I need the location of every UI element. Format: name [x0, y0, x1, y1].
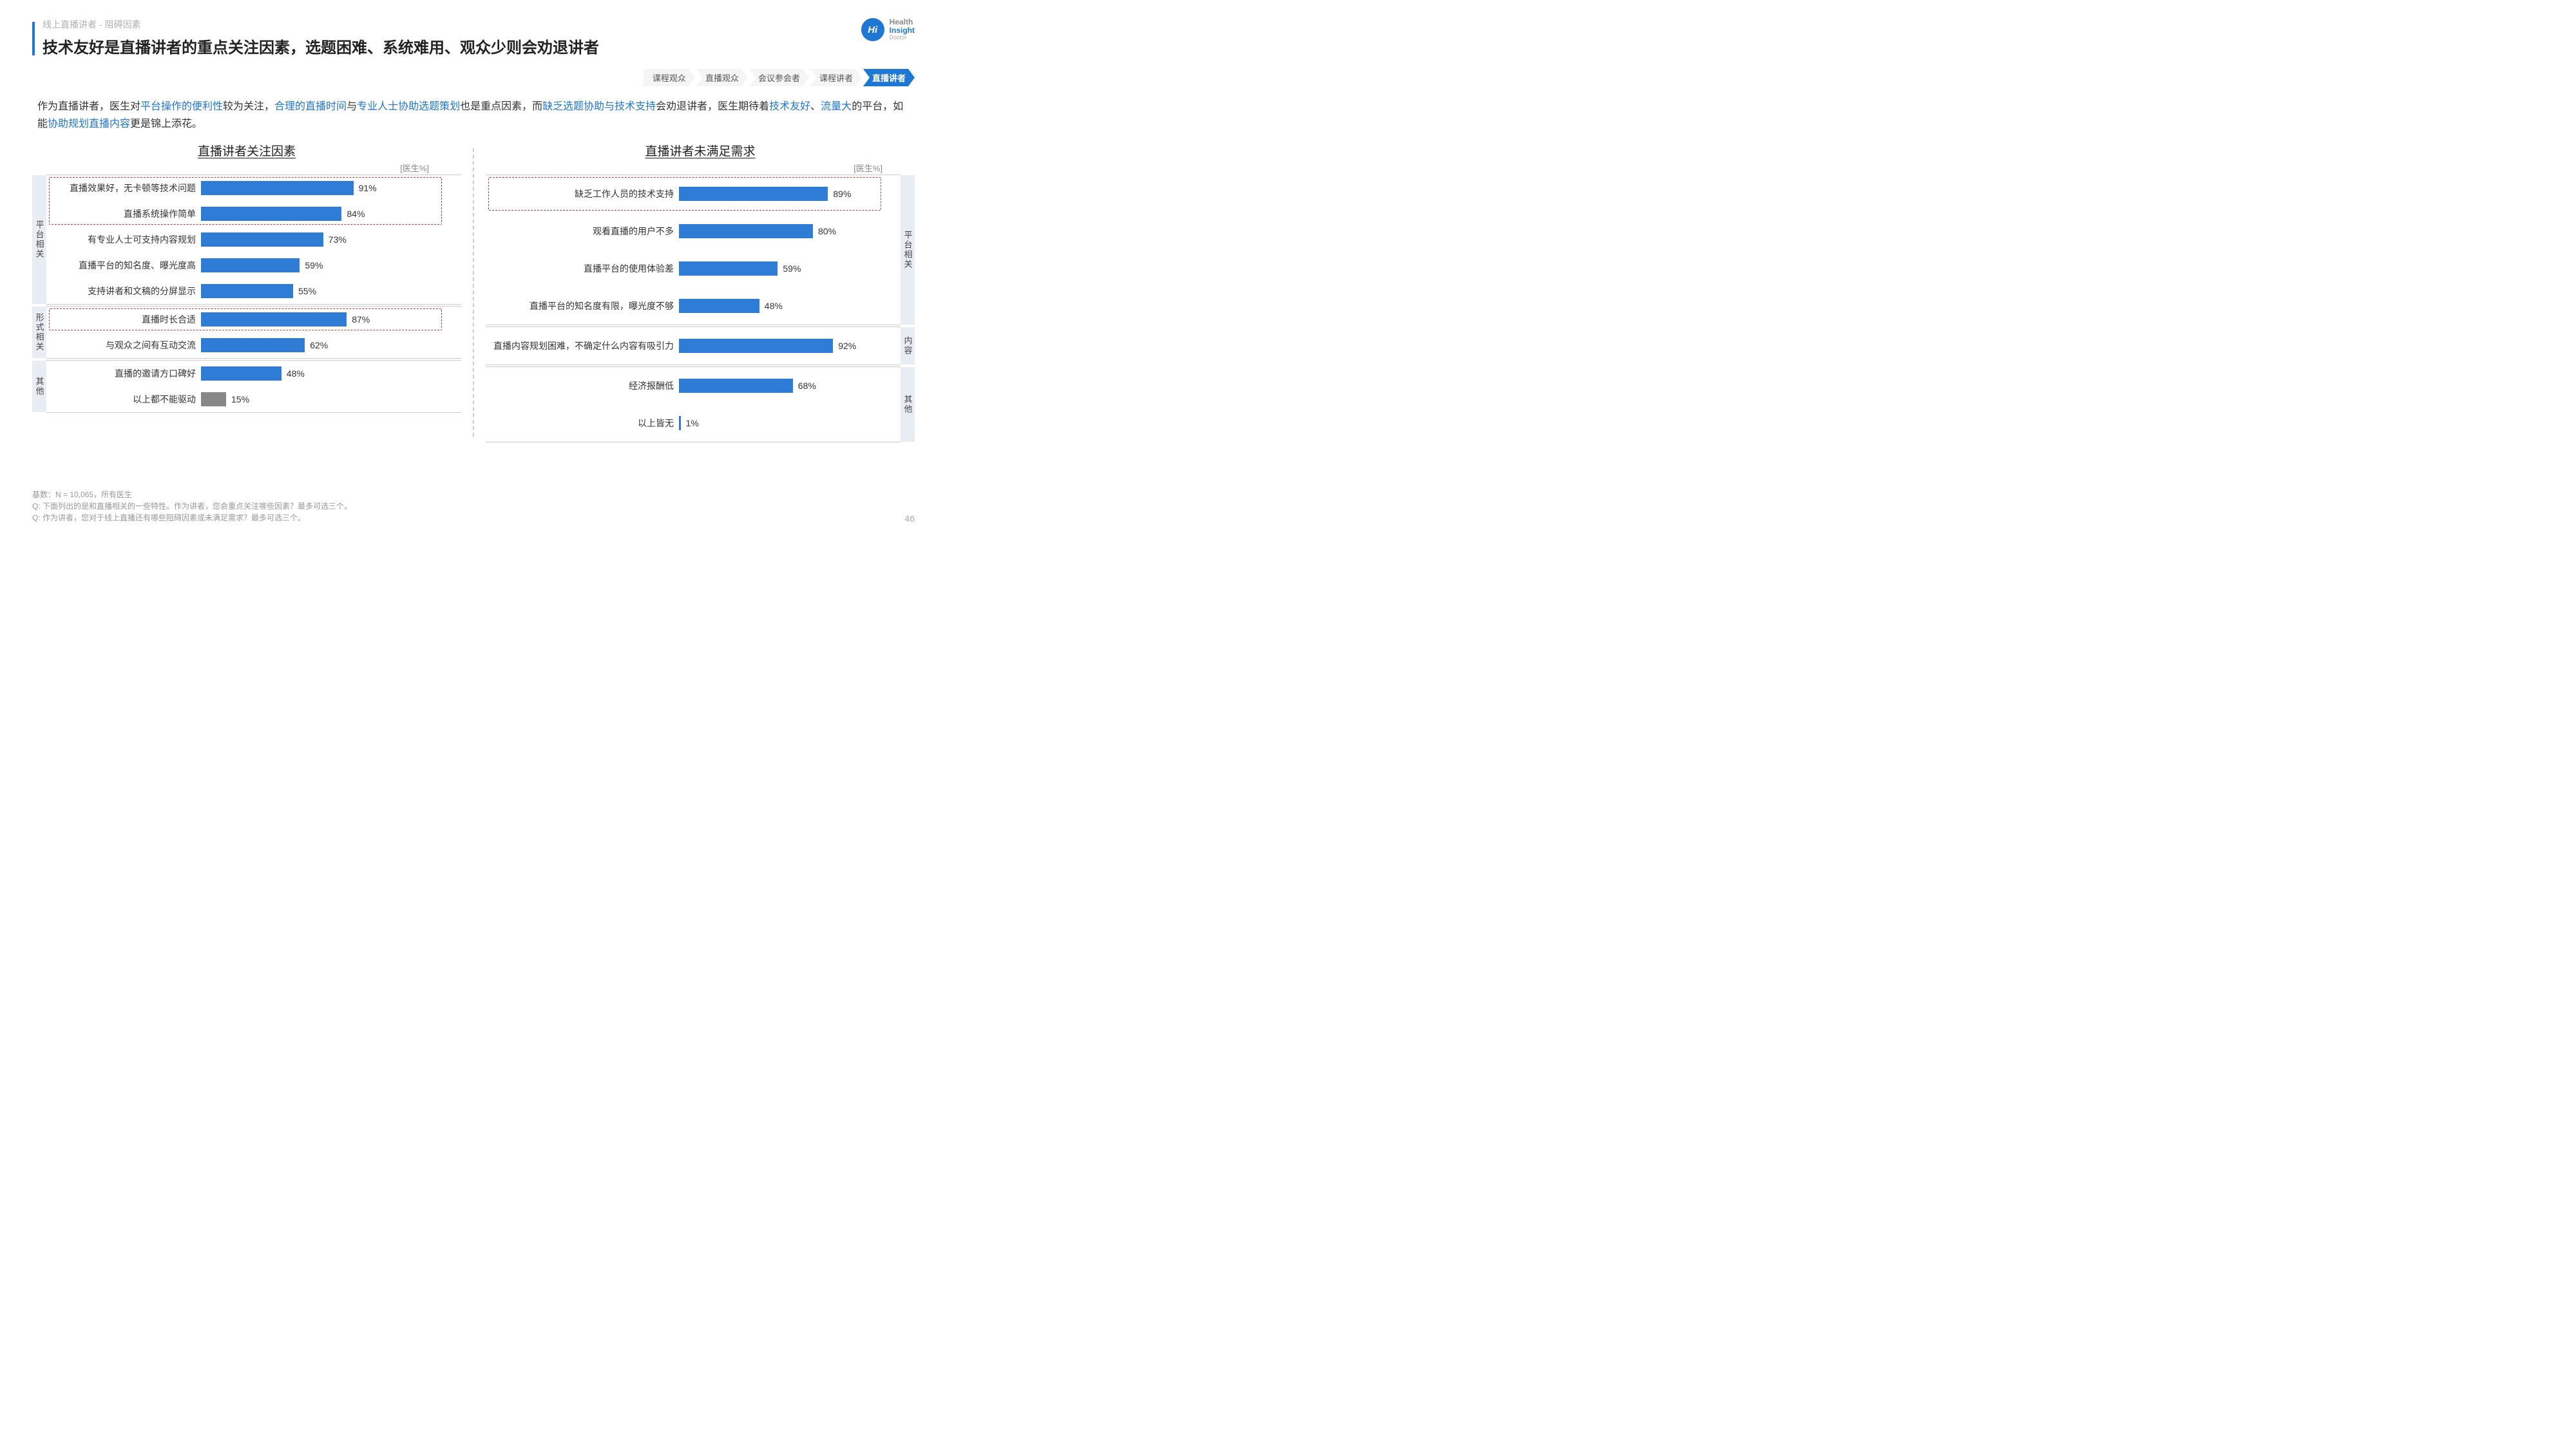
tab-nav: 课程观众直播观众会议参会者课程讲者直播讲者: [32, 69, 915, 86]
category-strip: 平台相关: [901, 175, 915, 325]
bar-value: 89%: [833, 189, 851, 199]
chart-row: 经济报酬低 68%: [486, 367, 901, 404]
footnote-q2: Q: 作为讲者，您对于线上直播还有哪些阻碍因素或未满足需求？最多可选三个。: [32, 512, 352, 524]
bar: [679, 339, 833, 353]
category-strip: 其他: [901, 367, 915, 442]
tab-直播讲者[interactable]: 直播讲者: [863, 69, 915, 86]
summary-paragraph: 作为直播讲者，医生对平台操作的便利性较为关注，合理的直播时间与专业人士协助选题策…: [32, 98, 915, 133]
row-label: 以上都不能驱动: [46, 393, 201, 406]
row-label: 以上皆无: [486, 417, 679, 430]
chart-row: 有专业人士可支持内容规划 73%: [46, 227, 461, 252]
row-label: 观看直播的用户不多: [486, 225, 679, 238]
bar: [679, 261, 778, 276]
bar: [201, 181, 354, 195]
category-strip: 形式相关: [32, 307, 46, 358]
bar-value: 62%: [310, 340, 328, 350]
bar: [201, 312, 347, 327]
bar: [679, 224, 813, 238]
bar-value: 1%: [686, 418, 699, 428]
chart-row: 直播平台的知名度、曝光度高 59%: [46, 252, 461, 278]
row-label: 与观众之间有互动交流: [46, 339, 201, 352]
chart-row: 直播时长合适 87%: [46, 307, 461, 332]
bar-value: 68%: [798, 381, 816, 391]
bar: [201, 207, 341, 221]
row-label: 支持讲者和文稿的分屏显示: [46, 285, 201, 298]
left-chart-title: 直播讲者关注因素: [32, 142, 461, 159]
row-label: 直播平台的知名度、曝光度高: [46, 259, 201, 272]
bar-value: 92%: [838, 341, 856, 351]
page-title: 技术友好是直播讲者的重点关注因素，选题困难、系统难用、观众少则会劝退讲者: [32, 35, 861, 57]
bar-value: 91%: [359, 183, 377, 193]
tab-课程观众[interactable]: 课程观众: [644, 69, 695, 86]
bar: [201, 232, 323, 247]
bar-value: 59%: [305, 260, 323, 270]
row-label: 直播平台的使用体验差: [486, 262, 679, 275]
bar-value: 73%: [329, 234, 347, 245]
chart-row: 直播平台的使用体验差 59%: [486, 250, 901, 287]
brand-logo: Hi Health Insight Doctor: [861, 18, 915, 41]
left-chart-unit: [医生%]: [32, 162, 461, 174]
bar-value: 84%: [347, 209, 365, 219]
category-strip: 平台相关: [32, 175, 46, 304]
chart-row: 缺乏工作人员的技术支持 89%: [486, 175, 901, 213]
row-label: 直播平台的知名度有限，曝光度不够: [486, 299, 679, 312]
section-subtitle: 线上直播讲者 - 阻碍因素: [32, 18, 861, 31]
chart-row: 直播内容规划困难，不确定什么内容有吸引力 92%: [486, 327, 901, 365]
row-label: 直播效果好，无卡顿等技术问题: [46, 182, 201, 194]
tab-课程讲者[interactable]: 课程讲者: [810, 69, 862, 86]
chart-row: 直播效果好，无卡顿等技术问题 91%: [46, 175, 461, 201]
page-number: 46: [904, 513, 915, 524]
chart-row: 直播平台的知名度有限，曝光度不够 48%: [486, 287, 901, 325]
logo-badge: Hi: [861, 18, 884, 41]
chart-row: 以上皆无 1%: [486, 404, 901, 442]
row-label: 经济报酬低: [486, 379, 679, 392]
row-label: 直播系统操作简单: [46, 207, 201, 220]
bar-value: 59%: [783, 263, 801, 274]
bar: [679, 187, 828, 201]
row-label: 直播时长合适: [46, 313, 201, 326]
chart-row: 与观众之间有互动交流 62%: [46, 332, 461, 358]
chart-row: 以上都不能驱动 15%: [46, 386, 461, 412]
bar: [679, 379, 793, 393]
tab-会议参会者[interactable]: 会议参会者: [749, 69, 809, 86]
bar: [201, 392, 226, 406]
bar: [679, 416, 681, 430]
bar-value: 87%: [352, 314, 370, 325]
right-chart: 直播讲者未满足需求 [医生%] 缺乏工作人员的技术支持 89% 观看直播的用户不多 8…: [486, 142, 915, 443]
right-chart-title: 直播讲者未满足需求: [486, 142, 915, 159]
footnote-base: 基数：N = 10,065，所有医生: [32, 489, 352, 500]
logo-line3: Doctor: [890, 35, 915, 41]
row-label: 缺乏工作人员的技术支持: [486, 187, 679, 200]
bar-value: 55%: [298, 286, 316, 296]
footnote-q1: Q: 下面列出的是和直播相关的一些特性。作为讲者，您会重点关注哪些因素？最多可选…: [32, 500, 352, 512]
bar-value: 48%: [765, 301, 783, 311]
chart-divider: [473, 148, 474, 437]
bar-value: 48%: [287, 368, 305, 379]
bar: [679, 299, 759, 313]
bar: [201, 284, 293, 298]
tab-直播观众[interactable]: 直播观众: [696, 69, 748, 86]
category-strip: 内容: [901, 327, 915, 365]
bar-value: 15%: [231, 394, 249, 404]
category-strip: 其他: [32, 361, 46, 412]
row-label: 直播的邀请方口碑好: [46, 367, 201, 380]
bar: [201, 258, 300, 272]
bar: [201, 338, 305, 352]
chart-row: 直播系统操作简单 84%: [46, 201, 461, 227]
chart-row: 观看直播的用户不多 80%: [486, 213, 901, 250]
row-label: 直播内容规划困难，不确定什么内容有吸引力: [486, 339, 679, 352]
row-label: 有专业人士可支持内容规划: [46, 233, 201, 246]
chart-row: 支持讲者和文稿的分屏显示 55%: [46, 278, 461, 304]
bar-value: 80%: [818, 226, 836, 236]
left-chart: 直播讲者关注因素 [医生%] 平台相关直播效果好，无卡顿等技术问题 91% 直播系统…: [32, 142, 461, 443]
right-chart-unit: [医生%]: [486, 162, 915, 174]
chart-row: 直播的邀请方口碑好 48%: [46, 361, 461, 386]
header: 线上直播讲者 - 阻碍因素 技术友好是直播讲者的重点关注因素，选题困难、系统难用…: [32, 18, 915, 57]
charts-container: 直播讲者关注因素 [医生%] 平台相关直播效果好，无卡顿等技术问题91%直播系统…: [32, 142, 915, 443]
footer: 基数：N = 10,065，所有医生 Q: 下面列出的是和直播相关的一些特性。作…: [32, 489, 915, 524]
bar: [201, 366, 281, 381]
